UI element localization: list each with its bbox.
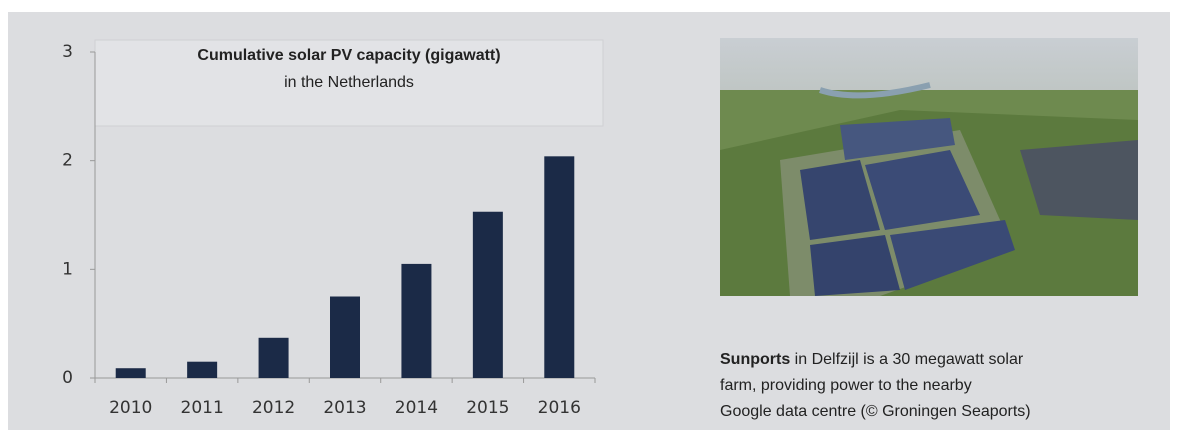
y-tick-label: 1	[62, 259, 73, 279]
bar	[187, 361, 218, 378]
x-tick-label: 2012	[252, 398, 295, 418]
bar	[115, 368, 146, 378]
caption-line: farm, providing power to the nearby	[720, 377, 972, 394]
x-tick-label: 2011	[181, 398, 224, 418]
x-tick-label: 2013	[323, 398, 366, 418]
caption-line: Google data centre (© Groningen Seaports…	[720, 403, 1031, 420]
bar	[401, 263, 432, 378]
chart-title: Cumulative solar PV capacity (gigawatt)	[197, 47, 500, 64]
y-tick-label: 3	[62, 42, 73, 62]
x-tick-label: 2014	[395, 398, 438, 418]
x-tick-label: 2015	[466, 398, 509, 418]
caption-line: Sunports in Delfzijl is a 30 megawatt so…	[720, 351, 1024, 368]
title-box	[94, 39, 604, 127]
y-tick-label: 0	[62, 368, 73, 388]
bar	[258, 337, 289, 378]
photo	[720, 38, 1138, 296]
chart-subtitle: in the Netherlands	[284, 74, 414, 91]
caption-bold: Sunports	[720, 351, 790, 368]
caption-text: in Delfzijl is a 30 megawatt solar	[790, 351, 1024, 368]
bar	[330, 296, 360, 378]
y-tick-label: 2	[62, 151, 73, 171]
bar	[544, 156, 575, 378]
bar	[472, 211, 503, 378]
x-tick-label: 2016	[538, 398, 581, 418]
x-tick-label: 2010	[109, 398, 152, 418]
